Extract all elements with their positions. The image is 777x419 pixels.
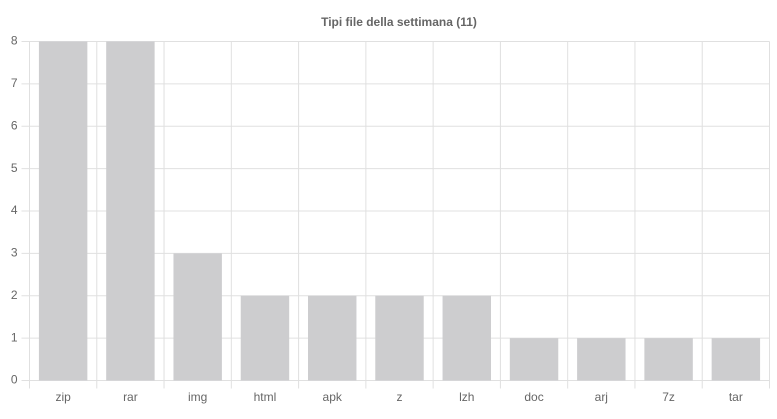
x-tick-label: img [188, 390, 207, 404]
bar [644, 338, 693, 381]
bar [577, 338, 626, 381]
x-tick-label: zip [55, 390, 71, 404]
y-tick-label: 1 [11, 330, 18, 344]
x-tick-label: apk [323, 390, 343, 404]
y-tick-label: 0 [11, 373, 18, 387]
y-tick-label: 4 [11, 203, 18, 217]
bar [509, 338, 559, 381]
x-tick-label: tar [729, 390, 743, 404]
x-tick-label: 7z [662, 390, 675, 404]
x-tick-label: arj [595, 390, 608, 404]
y-tick-label: 3 [11, 246, 18, 260]
bar [173, 253, 222, 381]
y-tick-label: 5 [11, 161, 18, 175]
y-tick-label: 2 [11, 288, 18, 302]
y-tick-label: 7 [11, 76, 18, 90]
bar [240, 295, 290, 381]
x-tick-label: doc [524, 390, 543, 404]
chart-title: Tipi file della settimana (11) [321, 15, 477, 29]
y-tick-label: 8 [11, 34, 18, 48]
x-tick-label: z [397, 390, 403, 404]
bar [106, 41, 155, 381]
x-tick-label: rar [123, 390, 138, 404]
bar [442, 295, 491, 381]
x-tick-label: lzh [459, 390, 474, 404]
x-tick-label: html [254, 390, 277, 404]
y-tick-label: 6 [11, 118, 18, 132]
bar [308, 295, 357, 381]
bar [375, 295, 424, 381]
bar [711, 338, 761, 381]
bar [38, 41, 88, 381]
